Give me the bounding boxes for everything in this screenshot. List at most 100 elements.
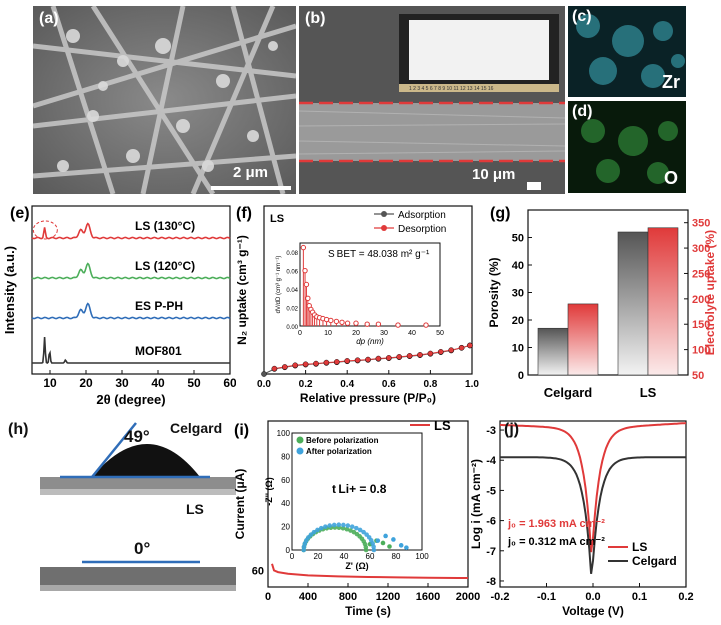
eis-point	[361, 529, 366, 535]
chart-f-xtick-label: 1.0	[465, 379, 479, 390]
isotherm-point	[448, 347, 454, 353]
left-ytick-label: 10	[512, 343, 524, 355]
psd-point	[323, 316, 330, 323]
isotherm-point	[396, 354, 402, 360]
chart-e-panel-label: (e)	[10, 205, 30, 222]
element-label-zr: Zr	[662, 72, 680, 92]
category-label: Celgard	[544, 385, 592, 400]
eis-point	[331, 522, 337, 528]
isotherm-point	[302, 361, 309, 368]
label-ls: LS	[186, 501, 204, 517]
inset-ytick-label: 60	[281, 476, 290, 485]
scale-label-b: 10 μm	[472, 166, 516, 183]
psd-point	[333, 318, 340, 325]
chart-j-svg: -0.2 -0.1 0.0 0.1 0.2 -3 -4 -5 -6 -7 -8 Voltage (V)…	[469, 420, 694, 618]
left-ylabel: Porosity (%)	[488, 257, 501, 327]
right-ytick-label: 250	[692, 268, 710, 280]
chart-f-xtick-label: 0.2	[299, 379, 313, 390]
zr-map-image	[568, 6, 686, 97]
chart-i-ytick-label: 60	[252, 565, 264, 577]
o-map-image	[568, 101, 686, 193]
legend-label: Celgard	[632, 554, 677, 568]
eis-point	[345, 523, 351, 528]
chart-f-xtick-label: 0.4	[340, 379, 354, 390]
eis-point	[354, 525, 359, 531]
bar-uptake	[647, 227, 679, 376]
bar-porosity	[617, 231, 649, 376]
left-ytick-label: 50	[512, 233, 524, 245]
right-ytick-label: 150	[692, 319, 710, 331]
eis-point	[398, 543, 404, 548]
isotherm-point	[365, 356, 371, 363]
legend-label: After polarization	[306, 447, 372, 456]
eis-point	[387, 544, 392, 549]
plot-frame	[263, 205, 473, 375]
inset-ylabel: dV/dD (cm³ g⁻¹ nm⁻¹)	[276, 256, 282, 314]
xrd-line-1	[31, 262, 231, 280]
chart-g-panel-label: (g)	[490, 205, 510, 222]
chart-j-ytick-label: -7	[486, 546, 496, 558]
eis-point	[380, 540, 386, 546]
scale-label-a: 2 μm	[233, 164, 269, 181]
chart-i-xlabel: Time (s)	[345, 604, 391, 618]
panel-label-c: (c)	[572, 8, 592, 25]
inset-xtick-label: 50	[436, 330, 444, 337]
left-ytick-label: 40	[512, 260, 524, 272]
panel-label-d: (d)	[572, 103, 593, 120]
eis-point	[327, 523, 333, 528]
isotherm-point	[261, 371, 267, 377]
psd-point	[303, 281, 310, 288]
xrd-series-label: LS (120°C)	[135, 259, 195, 273]
isotherm-point	[334, 359, 340, 365]
legend-label: Before polarization	[306, 436, 379, 445]
scale-bar-a	[211, 186, 291, 190]
element-label-o: O	[663, 168, 678, 188]
chart-i-ylabel: Current (μA)	[233, 469, 247, 540]
chart-g-svg: (g) 0 10 20 30 40 50 50 100 150 200 250 300 350 Porosi…	[487, 205, 717, 400]
chart-f-title: LS	[270, 213, 284, 225]
chart-f-xtick-label: 0.8	[423, 379, 437, 390]
sem-fibers-image	[33, 6, 296, 194]
legend-marker	[381, 225, 387, 231]
eis-point	[371, 547, 377, 553]
eis-point	[349, 524, 355, 529]
chart-i-xtick-label: 800	[339, 591, 357, 603]
isotherm-point	[375, 355, 382, 362]
inset-xtick-label: 100	[415, 552, 429, 561]
chart-j: -0.2 -0.1 0.0 0.1 0.2 -3 -4 -5 -6 -7 -8 Voltage (V)…	[468, 415, 721, 620]
eds-map-zr: (c) Zr	[568, 6, 686, 97]
chart-e-xtick-label: 50	[187, 376, 201, 390]
category-label: LS	[640, 385, 657, 400]
eis-point	[344, 526, 350, 532]
chart-e: 10 20 30 40 50 60 2θ (degree) Intensity (a.u.) (…	[0, 198, 237, 413]
isotherm-point	[292, 362, 299, 369]
psd-point	[395, 322, 401, 328]
eis-point	[371, 544, 376, 550]
chart-e-xtick-label: 40	[151, 376, 165, 390]
plot-frame	[31, 205, 231, 375]
panel-label-j: (j)	[504, 421, 520, 438]
chart-j-ytick-label: -5	[486, 485, 496, 497]
xrd-series-label: LS (130°C)	[135, 219, 195, 233]
panel-label-a: (a)	[39, 10, 59, 27]
inset-xtick-label: 20	[352, 330, 360, 337]
chart-i-xtick-label: 2000	[456, 591, 480, 603]
xrd-peak-circle	[32, 220, 58, 240]
eis-point	[404, 545, 409, 550]
left-ytick-label: 30	[512, 288, 524, 300]
inset-ytick-label: 0.00	[286, 325, 298, 331]
isotherm-point	[467, 342, 473, 349]
current-line	[271, 563, 468, 579]
right-ytick-label: 200	[692, 294, 710, 306]
chart-j-ytick-label: -6	[486, 516, 496, 528]
chart-j-xtick-label: 0.2	[678, 591, 693, 603]
psd-point	[328, 317, 334, 324]
isotherm-point	[417, 352, 423, 358]
jo-annotation-ls: j₀ = 1.963 mA cm⁻²	[507, 518, 605, 530]
angle-celgard: 49°	[124, 427, 150, 446]
chart-j-xlabel: Voltage (V)	[562, 604, 624, 618]
chart-f-panel-label: (f)	[236, 205, 252, 222]
chart-f-svg: 0.0 0.2 0.4 0.6 0.8 1.0 Relative pressure (P/P…	[235, 205, 479, 405]
plot-frame	[267, 420, 469, 588]
tafel-line-1	[500, 456, 686, 574]
